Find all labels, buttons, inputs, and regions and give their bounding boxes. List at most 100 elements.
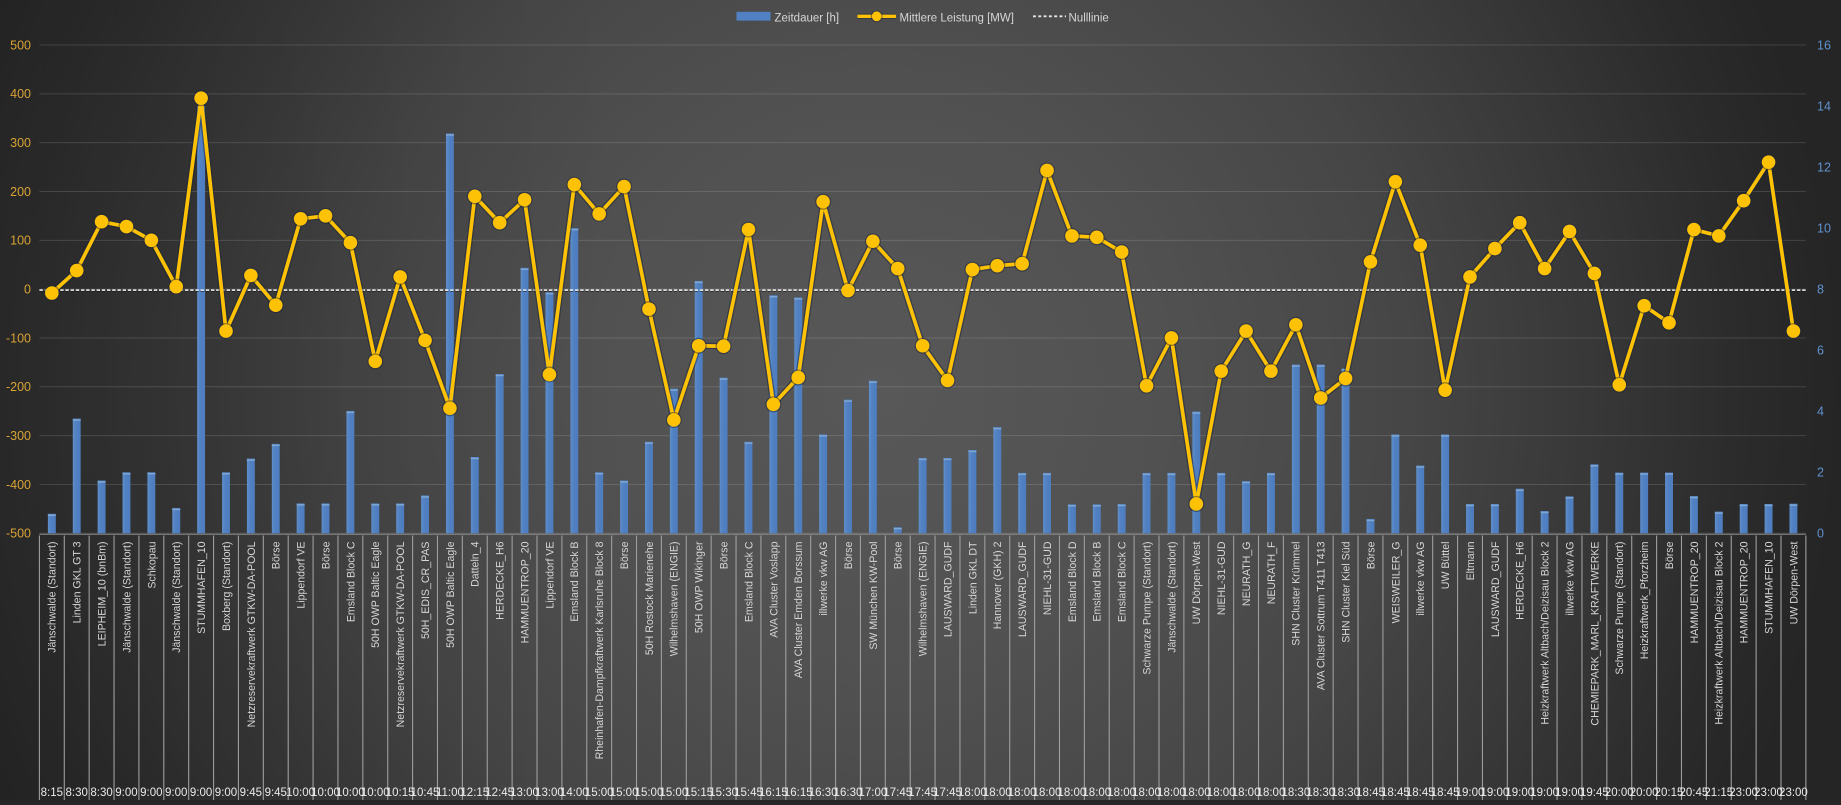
- svg-text:18:00: 18:00: [1157, 787, 1186, 799]
- svg-text:12: 12: [1817, 160, 1831, 174]
- svg-text:16:30: 16:30: [834, 787, 863, 799]
- svg-text:18:00: 18:00: [1033, 787, 1062, 799]
- svg-text:10:00: 10:00: [311, 787, 340, 799]
- svg-text:SW München KW-Pool: SW München KW-Pool: [868, 542, 880, 650]
- svg-text:18:30: 18:30: [1281, 787, 1310, 799]
- svg-text:NIEHL-31-GUD: NIEHL-31-GUD: [1042, 541, 1054, 615]
- svg-text:9:00: 9:00: [140, 787, 162, 799]
- svg-text:13:00: 13:00: [510, 787, 539, 799]
- svg-text:9:45: 9:45: [265, 787, 287, 799]
- svg-text:LAUSWARD_GUDF: LAUSWARD_GUDF: [1490, 541, 1502, 637]
- svg-text:18:00: 18:00: [1132, 787, 1161, 799]
- svg-text:50H_EDIS_CR_PAS: 50H_EDIS_CR_PAS: [420, 542, 432, 640]
- svg-text:400: 400: [10, 87, 31, 101]
- svg-text:19:45: 19:45: [1580, 787, 1609, 799]
- svg-text:16:15: 16:15: [784, 787, 813, 799]
- svg-text:2: 2: [1817, 466, 1824, 480]
- svg-text:Netzreservekraftwerk GTKW-DA-P: Netzreservekraftwerk GTKW-DA-POOL: [395, 541, 407, 727]
- svg-text:Schwarze Pumpe (Standort): Schwarze Pumpe (Standort): [1614, 542, 1626, 675]
- svg-text:18:00: 18:00: [1008, 787, 1037, 799]
- svg-text:18:00: 18:00: [1107, 787, 1136, 799]
- svg-text:18:00: 18:00: [1082, 787, 1111, 799]
- svg-text:23:00: 23:00: [1779, 787, 1808, 799]
- svg-text:18:00: 18:00: [1058, 787, 1087, 799]
- svg-text:NIEHL-31-GUD: NIEHL-31-GUD: [1216, 541, 1228, 615]
- svg-text:Börse: Börse: [719, 541, 731, 569]
- svg-text:STUMMHAFEN_10: STUMMHAFEN_10: [1763, 541, 1775, 634]
- svg-text:Nulllinie: Nulllinie: [1069, 12, 1109, 24]
- svg-text:9:00: 9:00: [115, 787, 137, 799]
- svg-text:illwerke vkw AG: illwerke vkw AG: [818, 542, 830, 616]
- svg-text:17:00: 17:00: [858, 787, 887, 799]
- svg-text:10:15: 10:15: [386, 787, 415, 799]
- svg-text:Jänschwalde (Standort): Jänschwalde (Standort): [121, 542, 133, 653]
- svg-text:200: 200: [10, 185, 31, 199]
- svg-text:17:45: 17:45: [883, 787, 912, 799]
- svg-text:21:15: 21:15: [1704, 787, 1733, 799]
- svg-text:Linden GKL DT: Linden GKL DT: [967, 541, 979, 614]
- svg-text:Emsland Block D: Emsland Block D: [1067, 541, 1079, 622]
- svg-text:10: 10: [1817, 221, 1831, 235]
- svg-text:15:15: 15:15: [684, 787, 713, 799]
- svg-text:STUMMHAFEN_10: STUMMHAFEN_10: [196, 541, 208, 634]
- svg-text:15:00: 15:00: [610, 787, 639, 799]
- svg-text:10:00: 10:00: [336, 787, 365, 799]
- svg-text:8:30: 8:30: [66, 787, 88, 799]
- svg-text:Rheinhafen-Dampfkraftwerk Karl: Rheinhafen-Dampfkraftwerk Karlsruhe Bloc…: [594, 541, 606, 759]
- svg-text:19:00: 19:00: [1480, 787, 1509, 799]
- svg-text:Eltmann: Eltmann: [1465, 541, 1477, 580]
- svg-text:17:45: 17:45: [933, 787, 962, 799]
- svg-text:100: 100: [10, 234, 31, 248]
- svg-text:19:00: 19:00: [1530, 787, 1559, 799]
- svg-text:Heizkraftwerk_Pforzheim: Heizkraftwerk_Pforzheim: [1639, 541, 1651, 659]
- svg-text:9:45: 9:45: [240, 787, 262, 799]
- svg-text:Lippendorf VE: Lippendorf VE: [296, 542, 308, 609]
- svg-text:17:45: 17:45: [908, 787, 937, 799]
- svg-text:illwerke vkw AG: illwerke vkw AG: [1415, 542, 1427, 616]
- svg-text:10:00: 10:00: [286, 787, 315, 799]
- svg-text:-100: -100: [6, 331, 31, 345]
- svg-text:Emsland Block B: Emsland Block B: [569, 542, 581, 622]
- svg-text:18:45: 18:45: [1356, 787, 1385, 799]
- svg-text:18:30: 18:30: [1306, 787, 1335, 799]
- svg-text:14: 14: [1817, 99, 1831, 113]
- svg-text:AVA Cluster Voslapp: AVA Cluster Voslapp: [768, 541, 780, 637]
- svg-text:16: 16: [1817, 38, 1831, 52]
- svg-text:50H OWP Wikinger: 50H OWP Wikinger: [694, 541, 706, 633]
- svg-text:18:45: 18:45: [1381, 787, 1410, 799]
- svg-text:Linden GKL GT 3: Linden GKL GT 3: [72, 541, 84, 623]
- svg-text:19:00: 19:00: [1555, 787, 1584, 799]
- svg-text:12:15: 12:15: [460, 787, 489, 799]
- svg-text:Börse: Börse: [1365, 541, 1377, 569]
- svg-text:23:00: 23:00: [1729, 787, 1758, 799]
- svg-text:20:00: 20:00: [1630, 787, 1659, 799]
- svg-text:SHN Cluster Kiel Süd: SHN Cluster Kiel Süd: [1341, 541, 1353, 642]
- svg-text:UW Dörpen-West: UW Dörpen-West: [1191, 541, 1203, 624]
- svg-text:19:00: 19:00: [1505, 787, 1534, 799]
- svg-text:4: 4: [1817, 405, 1824, 419]
- svg-text:18:45: 18:45: [1431, 787, 1460, 799]
- svg-text:-300: -300: [6, 429, 31, 443]
- svg-text:Jänschwalde (Standort): Jänschwalde (Standort): [171, 542, 183, 653]
- svg-text:Emsland Block B: Emsland Block B: [1092, 542, 1104, 622]
- svg-text:15:00: 15:00: [585, 787, 614, 799]
- svg-text:14:00: 14:00: [560, 787, 589, 799]
- svg-text:Emsland Block C: Emsland Block C: [345, 541, 357, 622]
- svg-text:HAMMUENTROP_20: HAMMUENTROP_20: [1689, 541, 1701, 643]
- svg-text:18:00: 18:00: [1257, 787, 1286, 799]
- svg-text:20:45: 20:45: [1680, 787, 1709, 799]
- svg-text:HERDECKE_H6: HERDECKE_H6: [1515, 541, 1527, 619]
- svg-text:Emsland Block C: Emsland Block C: [743, 541, 755, 622]
- svg-text:18:00: 18:00: [1207, 787, 1236, 799]
- svg-text:Jänschwalde (Standort): Jänschwalde (Standort): [1166, 542, 1178, 653]
- svg-text:Wilhelmshaven (ENGIE): Wilhelmshaven (ENGIE): [918, 542, 930, 657]
- svg-text:Hannover (GKH) 2: Hannover (GKH) 2: [992, 541, 1004, 629]
- svg-text:Heizkraftwerk Altbach/Deizisau: Heizkraftwerk Altbach/Deizisau Block 2: [1714, 541, 1726, 724]
- svg-text:LAUSWARD_GUDF: LAUSWARD_GUDF: [1017, 541, 1029, 637]
- svg-text:Emsland Block C: Emsland Block C: [1117, 541, 1129, 622]
- svg-text:Börse: Börse: [271, 541, 283, 569]
- svg-text:0: 0: [1817, 527, 1824, 541]
- svg-text:18:00: 18:00: [958, 787, 987, 799]
- svg-text:500: 500: [10, 38, 31, 52]
- svg-text:6: 6: [1817, 343, 1824, 357]
